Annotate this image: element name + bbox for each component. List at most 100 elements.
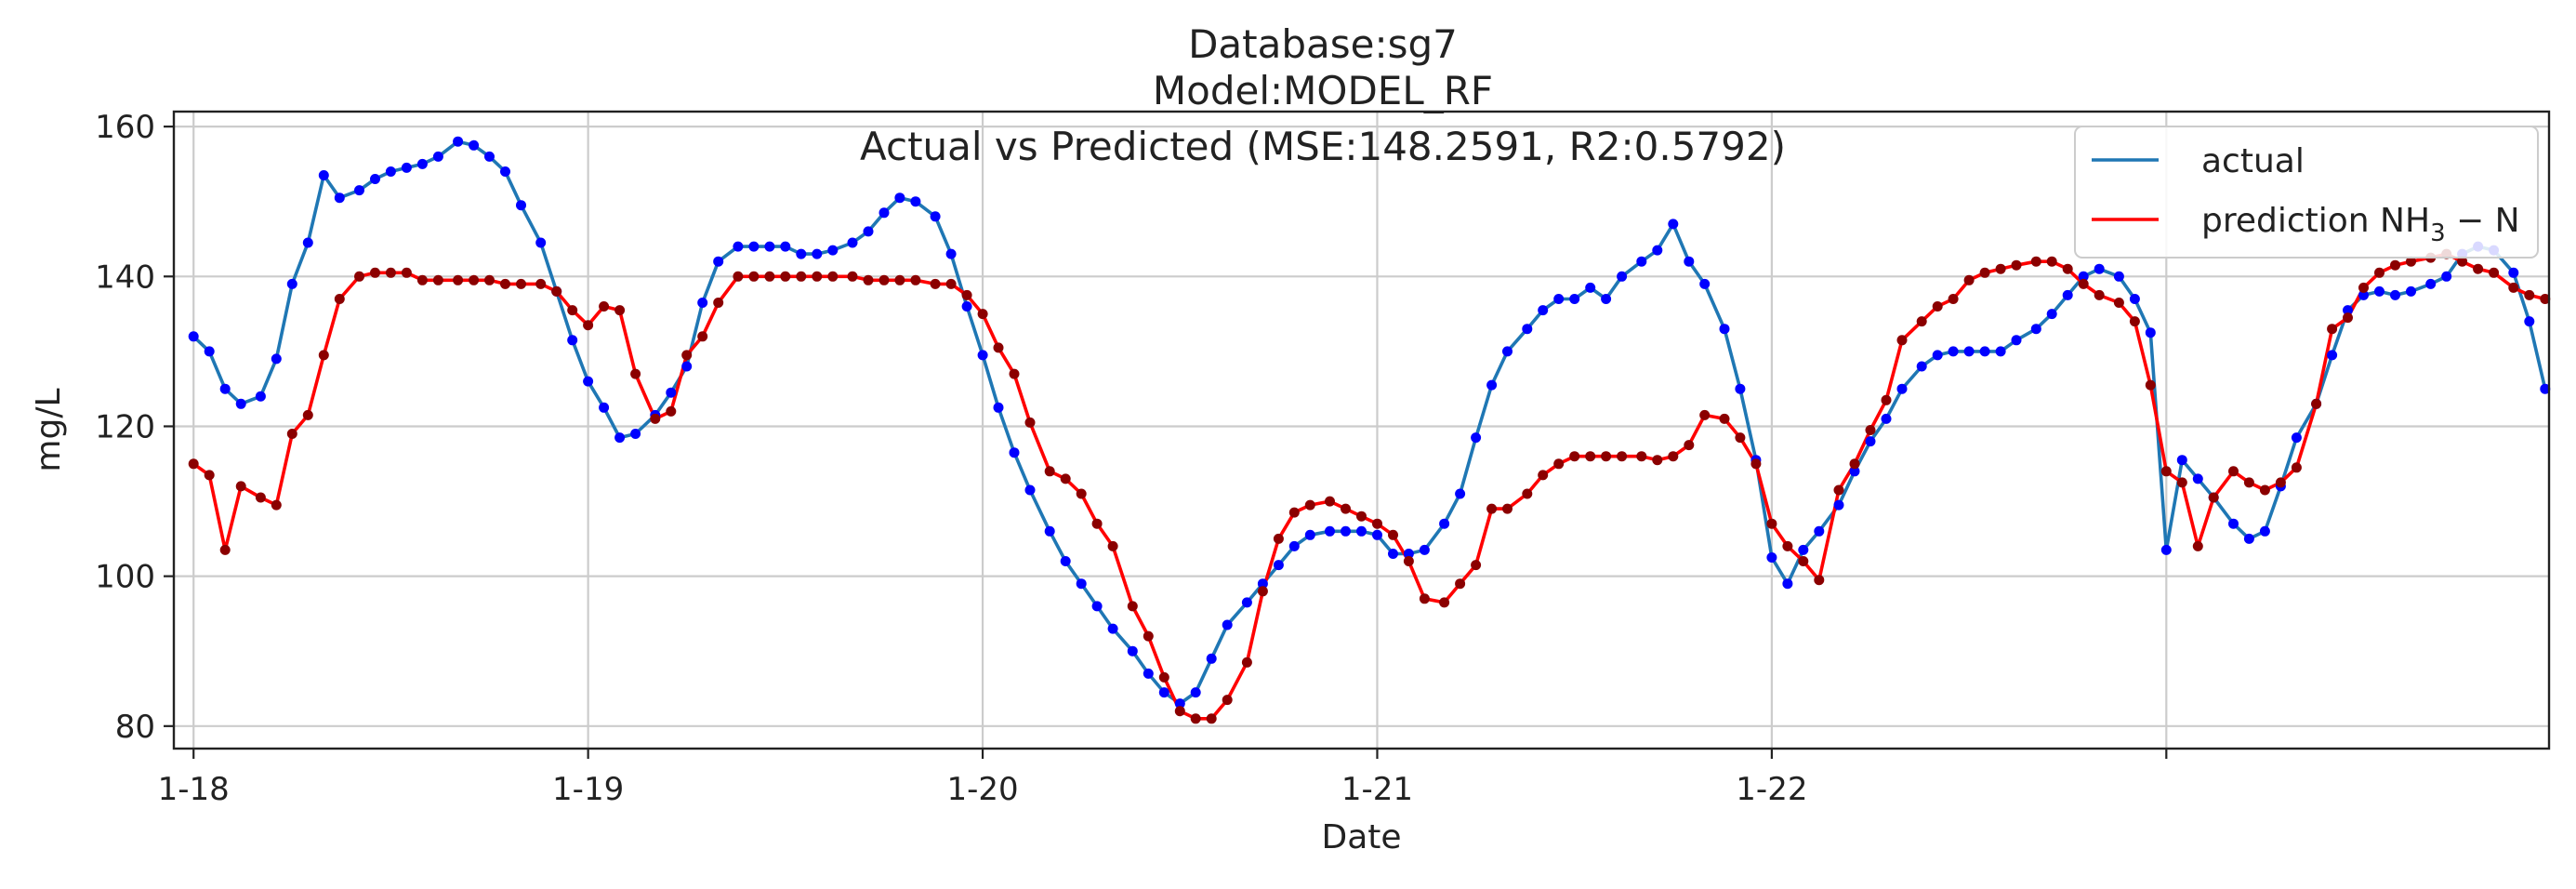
actual-point xyxy=(286,278,297,289)
actual-point xyxy=(567,335,578,346)
prediction-point xyxy=(878,274,890,285)
actual-point xyxy=(318,170,329,180)
prediction-point xyxy=(863,274,874,285)
actual-point xyxy=(1881,413,1892,424)
prediction-point xyxy=(2540,294,2551,304)
prediction-point xyxy=(2192,540,2203,551)
prediction-point xyxy=(993,342,1004,353)
prediction-point xyxy=(1341,503,1351,514)
actual-point xyxy=(2343,305,2353,316)
prediction-point xyxy=(1127,601,1138,612)
actual-point xyxy=(1916,361,1927,372)
prediction-point xyxy=(469,274,480,285)
actual-point xyxy=(1553,294,1565,304)
actual-point xyxy=(1257,578,1268,590)
actual-point xyxy=(1963,346,1975,357)
actual-point xyxy=(977,350,988,361)
actual-point xyxy=(1024,484,1036,496)
prediction-point xyxy=(1288,507,1300,518)
prediction-point xyxy=(1158,671,1169,683)
prediction-point xyxy=(1174,706,1185,717)
actual-point xyxy=(1522,324,1533,335)
actual-point xyxy=(713,256,724,267)
prediction-point xyxy=(961,289,972,300)
actual-point xyxy=(1341,525,1351,537)
prediction-point xyxy=(1325,496,1335,507)
prediction-point xyxy=(1143,630,1154,642)
actual-point xyxy=(219,383,231,394)
prediction-point xyxy=(2327,324,2338,335)
actual-point xyxy=(1241,597,1252,608)
actual-point xyxy=(930,211,941,222)
prediction-point xyxy=(2046,256,2057,267)
actual-point xyxy=(1617,271,1628,282)
prediction-point xyxy=(1522,488,1533,499)
prediction-point xyxy=(1388,529,1398,540)
actual-point xyxy=(354,185,364,196)
actual-point xyxy=(1288,540,1300,551)
actual-point xyxy=(1735,383,1746,394)
prediction-point xyxy=(1798,556,1809,566)
actual-point xyxy=(2374,285,2384,297)
actual-point xyxy=(1766,552,1777,563)
prediction-point xyxy=(827,271,839,282)
actual-point xyxy=(1060,556,1071,566)
prediction-point xyxy=(1569,451,1580,462)
actual-point xyxy=(370,174,380,184)
prediction-point xyxy=(1471,560,1482,571)
actual-point xyxy=(1948,346,1959,357)
prediction-point xyxy=(1750,458,1762,470)
actual-point xyxy=(1865,436,1876,447)
x-axis-label: Date xyxy=(1321,818,1401,856)
actual-point xyxy=(993,402,1004,413)
prediction-point xyxy=(1668,451,1679,462)
actual-point xyxy=(1174,698,1185,710)
prediction-point xyxy=(2208,492,2219,503)
legend-label-prediction-prefix: prediction NH xyxy=(2201,202,2430,240)
prediction-point xyxy=(681,350,693,361)
actual-point xyxy=(1356,525,1367,537)
prediction-point xyxy=(1699,409,1711,420)
prediction-point xyxy=(1636,451,1647,462)
actual-point xyxy=(2540,383,2551,394)
prediction-point xyxy=(2129,316,2140,327)
prediction-point xyxy=(2259,484,2270,496)
prediction-point xyxy=(2062,263,2073,274)
prediction-point xyxy=(945,278,957,289)
actual-point xyxy=(2160,544,2172,555)
prediction-point xyxy=(1439,597,1450,608)
actual-point xyxy=(385,166,396,177)
actual-point xyxy=(847,237,858,248)
x-tick-label: 1-18 xyxy=(158,771,230,808)
y-tick-label: 100 xyxy=(95,559,155,596)
prediction-point xyxy=(2113,298,2124,308)
prediction-point xyxy=(416,274,428,285)
title-line: Actual vs Predicted (MSE:148.2591, R2:0.… xyxy=(860,124,1786,169)
actual-point xyxy=(1091,601,1103,612)
actual-point xyxy=(796,248,807,259)
prediction-point xyxy=(614,305,626,316)
prediction-point xyxy=(1356,511,1367,522)
actual-point xyxy=(2062,289,2073,300)
actual-point xyxy=(1719,324,1730,335)
actual-point xyxy=(1143,668,1154,679)
actual-line xyxy=(192,139,2547,706)
prediction-point xyxy=(910,274,921,285)
actual-point xyxy=(1439,518,1450,529)
prediction-point xyxy=(780,271,791,282)
actual-point xyxy=(2390,289,2400,300)
prediction-point xyxy=(235,481,246,492)
actual-point xyxy=(894,192,905,204)
title-line: Database:sg7 xyxy=(1188,21,1458,67)
x-tick-label: 1-20 xyxy=(946,771,1018,808)
prediction-point xyxy=(1553,458,1565,470)
plot-frame xyxy=(172,110,2551,750)
x-tick-label: 1-22 xyxy=(1736,771,1807,808)
prediction-point xyxy=(2160,466,2172,477)
prediction-point xyxy=(1684,440,1695,451)
actual-point xyxy=(1782,578,1793,590)
y-axis-label: mg/L xyxy=(30,388,68,471)
actual-point xyxy=(614,432,626,444)
actual-point xyxy=(255,391,266,402)
